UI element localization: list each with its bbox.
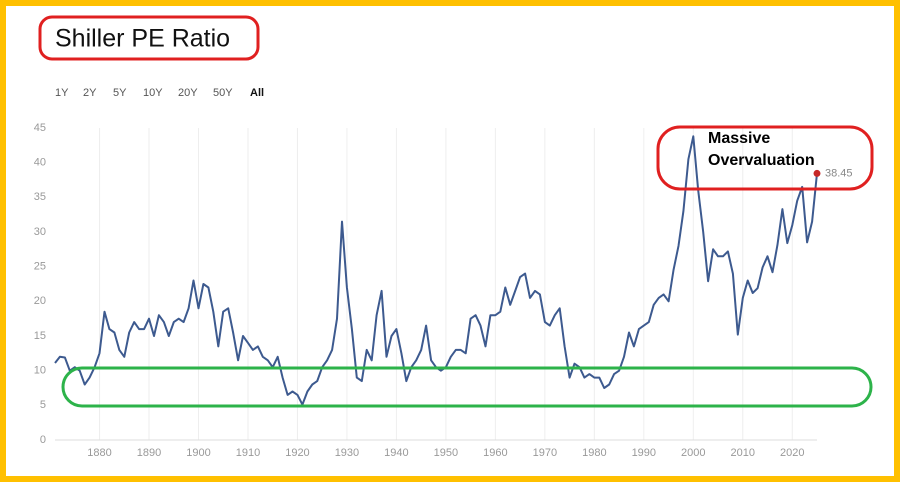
y-tick-label: 40 [34,157,46,169]
range-button[interactable]: 1Y [55,87,69,99]
range-button[interactable]: 2Y [83,87,97,99]
x-tick-label: 1900 [186,447,210,459]
y-tick-label: 15 [34,330,46,342]
x-tick-label: 1890 [137,447,161,459]
x-tick-label: 1930 [335,447,359,459]
annotation: Overvaluation [708,152,815,169]
x-tick-label: 1940 [384,447,408,459]
last-value-label: 38.45 [825,167,853,179]
x-tick-label: 1950 [434,447,458,459]
y-tick-label: 35 [34,191,46,203]
range-button[interactable]: 5Y [113,87,127,99]
x-tick-label: 1960 [483,447,507,459]
y-tick-label: 20 [34,295,46,307]
range-button[interactable]: 50Y [213,87,233,99]
y-tick-label: 30 [34,226,46,238]
x-tick-label: 1990 [632,447,656,459]
y-tick-label: 45 [34,122,46,134]
x-tick-label: 1980 [582,447,606,459]
y-tick-label: 10 [34,365,46,377]
x-tick-label: 1880 [87,447,111,459]
last-point [813,169,821,177]
y-tick-label: 0 [40,434,46,446]
range-buttons: 1Y 2Y 5Y 10Y 20Y 50Y All [55,87,264,99]
overvaluation-highlight [656,125,874,191]
x-tick-label: 2010 [731,447,755,459]
range-button[interactable]: 10Y [143,87,163,99]
chart-title: Shiller PE Ratio [55,25,230,53]
panel [6,6,894,476]
x-tick-label: 1970 [533,447,557,459]
annotation: Massive [708,130,770,147]
x-tick-label: 1920 [285,447,309,459]
range-button[interactable]: 20Y [178,87,198,99]
x-tick-label: 2020 [780,447,804,459]
range-button[interactable]: All [250,87,264,99]
y-tick-label: 5 [40,399,46,411]
x-tick-label: 1910 [236,447,260,459]
x-tick-label: 2000 [681,447,705,459]
undervaluation-highlight [61,366,873,408]
y-tick-label: 25 [34,261,46,273]
title-highlight [38,15,260,61]
